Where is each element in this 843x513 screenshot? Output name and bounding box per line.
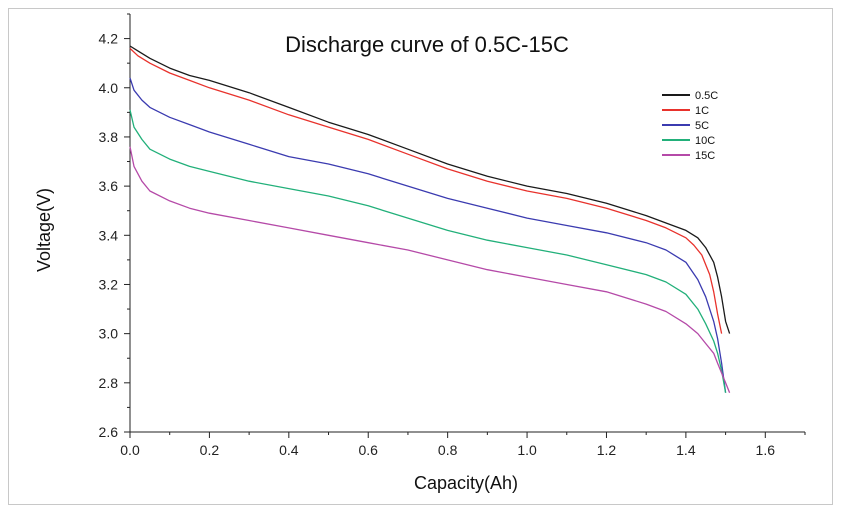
- series-line-1c: [129, 47, 723, 334]
- y-tick-label: 3.8: [99, 129, 119, 145]
- x-tick-label: 1.0: [517, 442, 537, 458]
- y-tick-label: 4.0: [99, 80, 119, 96]
- x-tick-label: 0.2: [200, 442, 220, 458]
- x-tick-label: 0.0: [120, 442, 140, 458]
- y-tick-label: 3.0: [99, 326, 119, 342]
- y-tick-label: 2.6: [99, 424, 119, 440]
- legend-label: 0.5C: [695, 90, 718, 102]
- x-tick-label: 0.8: [438, 442, 458, 458]
- legend-label: 5C: [695, 120, 709, 132]
- axes: 0.0 0.2 0.4 0.6 0.8 1.0 1.2 1.4 1.6 2.6 2.8 3.0 3.2 3…: [99, 13, 806, 458]
- chart-frame: [8, 8, 833, 505]
- y-tick-label: 3.4: [99, 227, 119, 243]
- y-axis-title: Voltage(V): [34, 188, 54, 272]
- series-line-15c: [129, 146, 731, 393]
- x-tick-label: 0.6: [359, 442, 379, 458]
- x-tick-label: 0.4: [279, 442, 299, 458]
- legend: 0.5C 1C 5C 10C 15C: [662, 90, 718, 162]
- y-tick-label: 4.2: [99, 31, 119, 47]
- legend-label: 10C: [695, 135, 715, 147]
- series-line-10c: [129, 109, 727, 393]
- y-tick-label: 2.8: [99, 375, 119, 391]
- plot-lines: [129, 45, 731, 393]
- legend-label: 15C: [695, 150, 715, 162]
- x-axis-title: Capacity(Ah): [414, 473, 518, 493]
- x-tick-label: 1.4: [676, 442, 696, 458]
- x-tick-label: 1.6: [756, 442, 776, 458]
- chart-title: Discharge curve of 0.5C-15C: [285, 32, 569, 57]
- x-tick-label: 1.2: [597, 442, 617, 458]
- y-tick-label: 3.6: [99, 178, 119, 194]
- y-tick-label: 3.2: [99, 276, 119, 292]
- legend-label: 1C: [695, 105, 709, 117]
- series-line-5c: [129, 77, 727, 393]
- series-line-0_5c: [129, 45, 731, 334]
